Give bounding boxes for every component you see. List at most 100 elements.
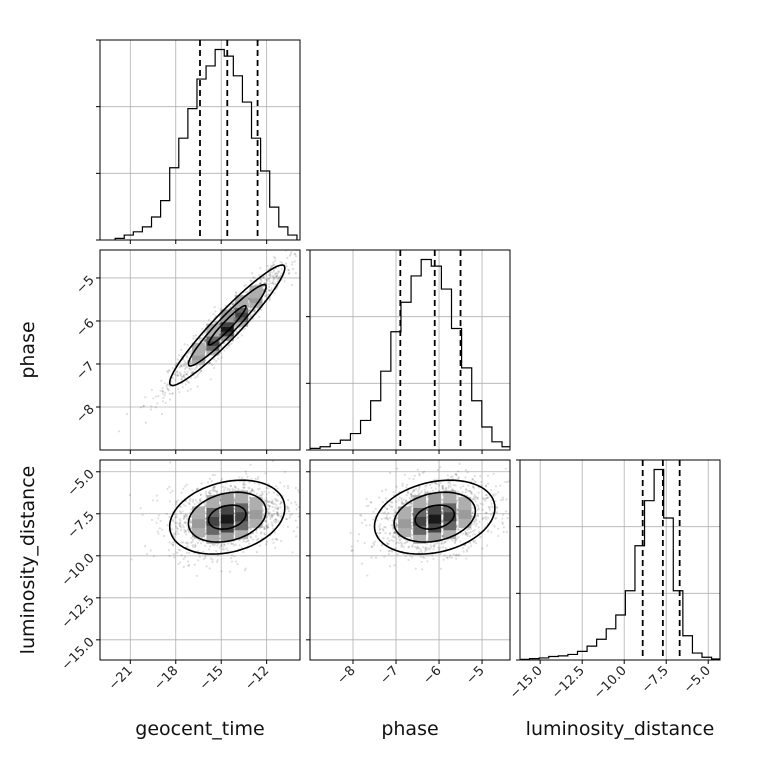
scatter-point	[249, 463, 252, 466]
scatter-point	[167, 389, 170, 392]
scatter-point	[163, 394, 166, 397]
scatter-point	[276, 511, 279, 514]
scatter-point	[228, 489, 231, 493]
scatter-point	[172, 552, 175, 556]
scatter-point	[219, 332, 222, 336]
x-axis-label: geocent_time	[135, 718, 264, 740]
scatter-point	[204, 528, 207, 532]
scatter-point	[231, 489, 234, 492]
scatter-point	[294, 519, 297, 522]
scatter-point	[259, 277, 263, 280]
scatter-point	[471, 478, 474, 481]
scatter-point	[198, 498, 202, 502]
scatter-point	[229, 484, 232, 487]
scatter-point	[187, 502, 190, 505]
scatter-point	[388, 533, 392, 536]
scatter-point	[176, 551, 179, 554]
scatter-point	[417, 490, 420, 493]
scatter-point	[175, 513, 178, 516]
scatter-point	[262, 526, 265, 529]
scatter-point	[265, 496, 268, 500]
scatter-point	[293, 260, 296, 263]
scatter-point	[283, 280, 286, 283]
scatter-point	[283, 485, 286, 488]
scatter-point	[162, 392, 165, 395]
scatter-point	[374, 556, 378, 559]
scatter-point	[182, 557, 185, 561]
scatter-point	[271, 499, 274, 502]
scatter-point	[289, 253, 292, 256]
scatter-point	[229, 542, 233, 545]
scatter-point	[293, 252, 296, 256]
scatter-point	[436, 478, 439, 481]
x-tick-label: −21	[106, 663, 136, 693]
scatter-point	[168, 554, 171, 557]
scatter-point	[177, 548, 180, 551]
scatter-point	[401, 482, 404, 485]
scatter-point	[220, 346, 223, 349]
scatter-point	[204, 531, 207, 534]
scatter-point	[511, 495, 513, 497]
scatter-point	[233, 319, 236, 322]
scatter-point	[436, 468, 439, 472]
x-tick-label: −10.0	[591, 663, 630, 702]
scatter-point	[172, 519, 175, 523]
scatter-point	[264, 502, 268, 505]
scatter-point	[261, 276, 265, 279]
scatter-point	[440, 542, 443, 545]
scatter-point	[248, 487, 251, 490]
scatter-point	[275, 272, 278, 275]
scatter-content	[310, 460, 513, 660]
scatter-point	[232, 302, 236, 305]
scatter-point	[189, 361, 192, 364]
scatter-point	[441, 508, 444, 511]
scatter-point	[437, 546, 440, 550]
scatter-point	[441, 499, 444, 502]
scatter-point	[214, 485, 217, 488]
scatter-point	[443, 554, 446, 557]
scatter-point	[251, 532, 255, 535]
scatter-point	[379, 527, 382, 530]
scatter-point	[268, 289, 271, 292]
scatter-point	[451, 477, 454, 480]
scatter-point	[265, 543, 268, 546]
scatter-point	[256, 478, 259, 481]
scatter-point	[492, 472, 495, 476]
scatter-point	[183, 367, 187, 371]
scatter-point	[456, 513, 459, 516]
scatter-point	[392, 534, 395, 537]
scatter-point	[184, 363, 188, 366]
scatter-point	[230, 342, 233, 345]
scatter-point	[211, 363, 214, 366]
scatter-point	[504, 467, 507, 470]
scatter-point	[231, 487, 234, 490]
scatter-point	[183, 370, 186, 374]
scatter-point	[266, 510, 270, 514]
scatter-point	[363, 518, 367, 522]
scatter-point	[487, 529, 490, 532]
scatter-point	[438, 548, 441, 551]
scatter-point	[384, 532, 387, 535]
scatter-point	[395, 517, 398, 520]
scatter-point	[269, 270, 272, 274]
scatter-point	[291, 267, 295, 270]
scatter-point	[279, 274, 282, 277]
scatter-point	[186, 551, 189, 554]
scatter-point	[415, 547, 418, 550]
scatter-point	[249, 279, 252, 282]
scatter-point	[263, 285, 266, 288]
scatter-point	[237, 487, 240, 490]
scatter-point	[198, 555, 201, 558]
scatter-point	[445, 488, 448, 492]
scatter-point	[188, 350, 191, 353]
scatter-point	[271, 514, 274, 517]
scatter-point	[274, 257, 277, 260]
scatter-point	[234, 291, 238, 294]
scatter-point	[195, 366, 198, 369]
scatter-point	[381, 528, 385, 531]
scatter-point	[472, 533, 475, 536]
scatter-point	[211, 558, 214, 561]
scatter-point	[482, 498, 485, 501]
scatter-point	[472, 506, 475, 509]
scatter-point	[208, 548, 211, 551]
